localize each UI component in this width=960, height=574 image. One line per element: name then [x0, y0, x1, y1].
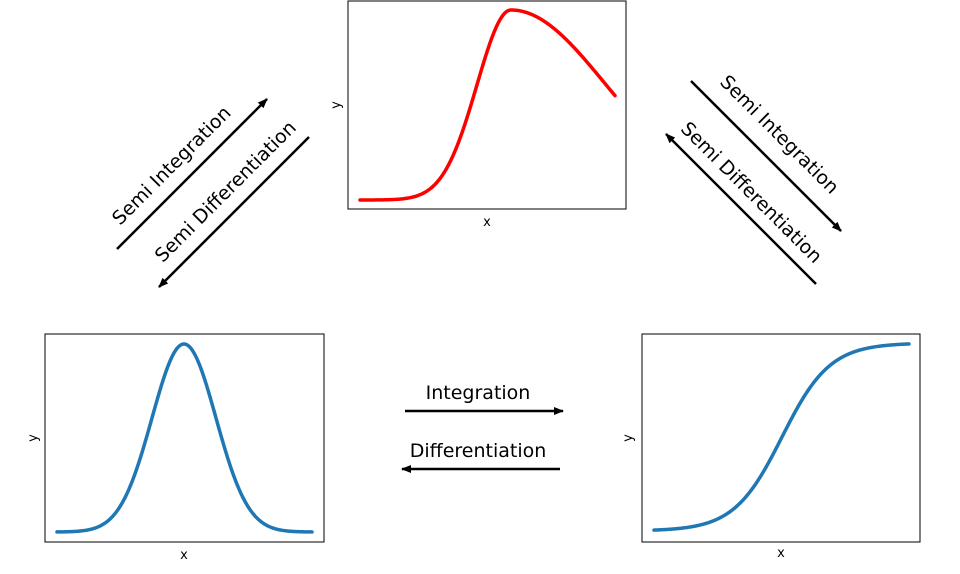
bottom-right-plot-xlabel: x: [777, 546, 785, 561]
left-semi-differentiation-group: Semi Differentiation: [151, 117, 310, 288]
differentiation-label: Differentiation: [410, 440, 547, 462]
top-plot-ylabel: y: [329, 101, 344, 109]
top-plot-xlabel: x: [483, 215, 491, 230]
left-semi-integration-arrow: [116, 98, 268, 250]
bottom-left-plot-ylabel: y: [26, 434, 41, 442]
right-semi-integration-arrow: [690, 80, 842, 232]
bottom-left-plot-frame: [44, 333, 325, 543]
bottom-left-plot: x y: [26, 333, 325, 563]
differentiation-arrow-group: Differentiation: [401, 440, 560, 473]
bottom-left-plot-curve: [55, 342, 314, 534]
right-semi-differentiation-arrow: [665, 133, 817, 285]
bottom-right-plot: x y: [621, 333, 921, 561]
top-plot-frame: [347, 0, 627, 210]
bottom-right-plot-curve: [652, 342, 911, 532]
top-plot: x y: [329, 0, 627, 230]
bottom-left-plot-xlabel: x: [180, 548, 188, 563]
integration-arrow-group: Integration: [405, 382, 564, 415]
top-plot-curve: [358, 8, 617, 202]
left-semi-differentiation-arrow: [158, 136, 310, 288]
bottom-right-plot-ylabel: y: [621, 434, 636, 442]
integration-label: Integration: [426, 382, 531, 404]
